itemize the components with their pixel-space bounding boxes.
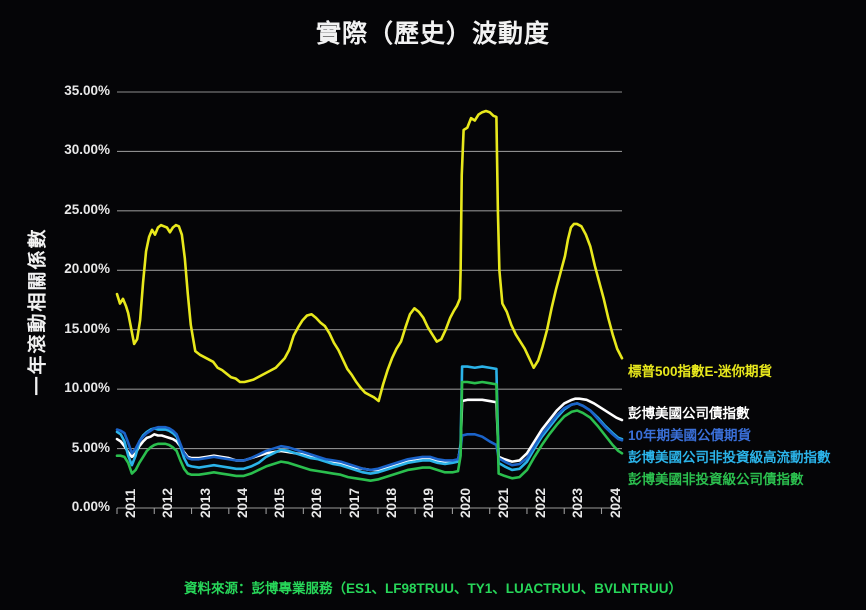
- legend-item-3[interactable]: 彭博美國公司非投資級高流動指數: [628, 450, 831, 465]
- x-tick-marks: [116, 508, 603, 514]
- y-tick-label: 25.00%: [64, 201, 110, 217]
- series-lines: [115, 109, 624, 482]
- y-tick-label: 0.00%: [71, 499, 110, 514]
- legend-item-1[interactable]: 彭博美國公司債指數: [628, 406, 750, 421]
- legend-item-4[interactable]: 彭博美國非投資級公司債指數: [628, 472, 804, 487]
- y-tick-label: 20.00%: [64, 261, 110, 277]
- legend-item-2[interactable]: 10年期美國公債期貨: [628, 428, 752, 443]
- y-tick-label: 10.00%: [64, 380, 110, 396]
- x-tick-label: 2018: [383, 487, 399, 518]
- source-note: 資料來源：彭博專業服務（ES1、LF98TRUU、TY1、LUACTRUU、BV…: [183, 581, 682, 596]
- x-tick-label: 2019: [421, 487, 437, 518]
- x-tick-label: 2023: [570, 487, 586, 518]
- x-tick-label: 2017: [346, 487, 362, 518]
- y-tick-label: 5.00%: [71, 439, 110, 455]
- x-tick-label: 2015: [272, 487, 288, 518]
- legend-item-0[interactable]: 標普500指數E-迷你期貨: [628, 364, 773, 379]
- y-tick-label: 35.00%: [64, 83, 110, 98]
- x-tick-label: 2021: [495, 487, 511, 518]
- x-tick-label: 2016: [309, 487, 325, 518]
- x-tick-label: 2022: [532, 487, 548, 518]
- x-tick-label: 2014: [234, 487, 250, 518]
- chart-title: 實際（歷史）波動度: [315, 20, 550, 48]
- x-tick-label: 2024: [607, 487, 623, 518]
- x-tick-label: 2011: [123, 488, 138, 518]
- x-tick-label: 2013: [197, 487, 213, 518]
- y-tick-label: 30.00%: [64, 142, 110, 158]
- x-tick-label: 2020: [458, 487, 474, 518]
- x-tick-label: 2012: [160, 487, 176, 518]
- series-line: [115, 109, 624, 403]
- series-line: [115, 365, 624, 475]
- y-tick-label: 15.00%: [64, 320, 110, 336]
- gridlines: [117, 91, 622, 509]
- series-line: [115, 380, 624, 482]
- series-line: [115, 402, 624, 472]
